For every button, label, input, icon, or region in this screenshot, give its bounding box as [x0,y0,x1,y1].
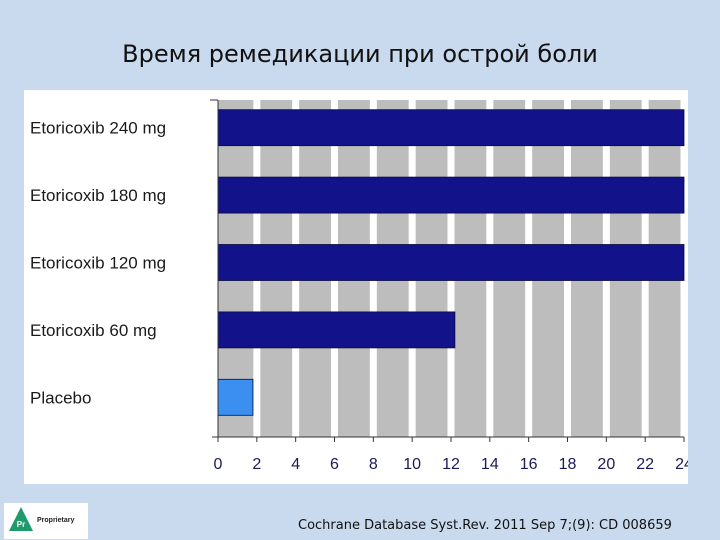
chart-panel: Etoricoxib 240 mg Etoricoxib 180 mg Etoric… [24,90,688,484]
x-tick-label: 14 [481,456,499,473]
category-label: Etoricoxib 240 mg [30,119,166,138]
category-label: Etoricoxib 60 mg [30,321,157,340]
category-label: Placebo [30,388,91,407]
bar-chart: Etoricoxib 240 mg Etoricoxib 180 mg Etoric… [30,99,688,473]
x-tick-label: 18 [559,456,577,473]
x-tick-label: 0 [214,456,223,473]
x-tick-label: 12 [442,456,460,473]
logo-text: Proprietary [37,517,75,524]
x-tick-label: 22 [636,456,654,473]
bar [217,311,456,349]
bar [217,244,685,281]
x-tick-label: 10 [403,456,421,473]
svg-text:Pr: Pr [17,520,25,529]
x-tick-label: 24 [675,456,688,473]
x-tick-label: 20 [597,456,615,473]
logo-badge-icon: Pr [9,507,33,531]
category-label: Etoricoxib 180 mg [30,186,166,205]
x-tick-label: 16 [520,456,538,473]
category-label: Etoricoxib 120 mg [30,254,166,273]
x-tick-label: 8 [369,456,378,473]
slide-title: Время ремедикации при острой боли [122,40,598,68]
bar [217,378,254,416]
x-tick-label: 6 [330,456,339,473]
x-tick-label: 2 [252,456,261,473]
citation: Cochrane Database Syst.Rev. 2011 Sep 7;(… [298,518,672,533]
x-tick-label: 4 [291,456,300,473]
bar [217,176,685,214]
bar [217,109,685,147]
proprietary-logo: Pr Proprietary [4,503,88,539]
